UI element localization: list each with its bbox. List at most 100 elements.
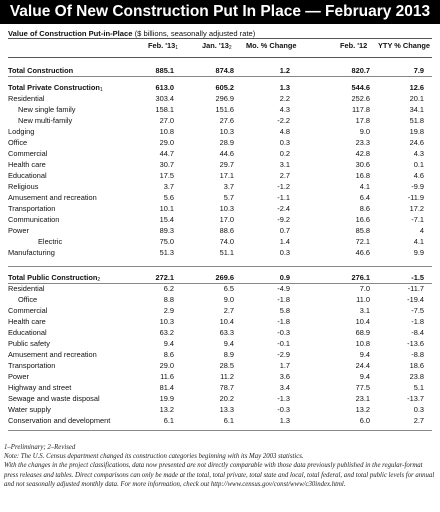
cell-jan13: 6.5 xyxy=(223,284,234,293)
footnote-legend: 1–Preliminary; 2–Revised xyxy=(4,444,76,451)
cell-mo-change: -1.3 xyxy=(277,394,290,403)
row-label: Residential xyxy=(8,284,45,293)
cell-yty-change: 24.6 xyxy=(409,138,424,147)
row-label: Office xyxy=(18,295,38,304)
header-bottom-rule xyxy=(8,57,432,58)
cell-jan13: 28.5 xyxy=(219,361,234,370)
cell-feb13: 63.2 xyxy=(159,328,174,337)
cell-jan13: 151.6 xyxy=(215,105,235,114)
table-row: Total Construction 885.1 874.8 1.2 820.7 7.9 xyxy=(0,65,440,76)
cell-feb13: 5.6 xyxy=(163,193,174,202)
cell-feb13: 6.1 xyxy=(163,416,174,425)
cell-feb12: 11.0 xyxy=(356,295,370,304)
cell-feb13: 885.1 xyxy=(155,66,175,75)
cell-feb13: 15.4 xyxy=(159,215,174,224)
cell-feb13: 8.6 xyxy=(163,350,174,359)
cell-yty-change: 34.1 xyxy=(409,105,424,114)
cell-mo-change: 0.2 xyxy=(279,149,290,158)
column-header-feb13: Feb. '131 xyxy=(148,41,179,51)
row-label: Health care xyxy=(8,160,46,169)
cell-feb13: 3.7 xyxy=(163,182,174,191)
cell-jan13: 10.4 xyxy=(219,317,234,326)
cell-jan13: 10.3 xyxy=(219,127,234,136)
cell-feb12: 13.2 xyxy=(355,405,370,414)
row-label: Residential xyxy=(8,94,45,103)
cell-jan13: 10.3 xyxy=(219,204,234,213)
cell-feb12: 117.8 xyxy=(352,105,370,114)
cell-yty-change: -8.8 xyxy=(411,350,424,359)
cell-yty-change: 0.1 xyxy=(413,160,424,169)
cell-feb12: 68.9 xyxy=(355,328,370,337)
cell-jan13: 29.7 xyxy=(219,160,234,169)
table-row: Educational 63.2 63.3 -0.3 68.9 -8.4 xyxy=(0,327,440,338)
cell-feb13: 13.2 xyxy=(159,405,174,414)
cell-feb13: 303.4 xyxy=(155,94,175,103)
cell-yty-change: 4 xyxy=(419,226,424,235)
cell-mo-change: 2.7 xyxy=(279,171,290,180)
cell-feb12: 30.6 xyxy=(355,160,370,169)
row-label: Religious xyxy=(8,182,39,191)
row-label: Water supply xyxy=(8,405,51,414)
column-header-feb12: Feb. '12 xyxy=(340,41,368,50)
row-label: Total Construction xyxy=(8,66,74,75)
cell-mo-change: 2.2 xyxy=(279,94,290,103)
cell-jan13: 269.6 xyxy=(215,273,235,282)
cell-mo-change: -1.8 xyxy=(277,317,290,326)
cell-feb13: 29.0 xyxy=(159,361,174,370)
cell-yty-change: -9.9 xyxy=(411,182,424,191)
row-label: Educational xyxy=(8,328,47,337)
cell-jan13: 74.0 xyxy=(219,237,234,246)
page-title: Value Of New Construction Put In Place —… xyxy=(0,0,440,24)
cell-mo-change: -1.8 xyxy=(277,295,290,304)
table-row: Office 29.0 28.9 0.3 23.3 24.6 xyxy=(0,137,440,148)
row-label: Manufacturing xyxy=(8,248,55,257)
row-label: Office xyxy=(8,138,28,147)
row-label: Transportation xyxy=(8,361,56,370)
cell-yty-change: 4.3 xyxy=(413,149,424,158)
cell-jan13: 13.3 xyxy=(219,405,234,414)
cell-mo-change: 4.8 xyxy=(279,127,290,136)
cell-feb13: 75.0 xyxy=(159,237,174,246)
cell-feb12: 16.8 xyxy=(355,171,370,180)
cell-mo-change: 4.3 xyxy=(279,105,290,114)
footnote-note: Note: The U.S. Census department changed… xyxy=(4,453,304,461)
cell-feb12: 23.1 xyxy=(355,394,370,403)
cell-mo-change: -0.3 xyxy=(277,405,290,414)
cell-feb12: 9.4 xyxy=(359,350,370,359)
cell-yty-change: 20.1 xyxy=(409,94,424,103)
cell-mo-change: -0.3 xyxy=(277,328,290,337)
row-label: New multi-family xyxy=(18,116,73,125)
cell-feb13: 272.1 xyxy=(155,273,175,282)
footnote-comparability: With the changes in the project classifi… xyxy=(4,462,435,488)
cell-mo-change: 1.4 xyxy=(279,237,290,246)
row-label: Public safety xyxy=(8,339,50,348)
row-label: Total Private Construction1 xyxy=(8,83,103,93)
cell-mo-change: 3.1 xyxy=(279,160,290,169)
cell-feb12: 46.6 xyxy=(355,248,370,257)
table-row: Amusement and recreation 5.6 5.7 -1.1 6.4 -11… xyxy=(0,192,440,203)
row-label: Conservation and development xyxy=(8,416,111,425)
cell-yty-change: 4.6 xyxy=(413,171,424,180)
cell-jan13: 9.4 xyxy=(223,339,234,348)
cell-yty-change: -1.8 xyxy=(411,317,424,326)
row-label: Highway and street xyxy=(8,383,72,392)
table-row: Water supply 13.2 13.3 -0.3 13.2 0.3 xyxy=(0,404,440,415)
row-label: Health care xyxy=(8,317,46,326)
cell-jan13: 605.2 xyxy=(215,83,235,92)
table-row: Power 89.3 88.6 0.7 85.8 4 xyxy=(0,225,440,236)
cell-mo-change: 3.6 xyxy=(279,372,290,381)
cell-feb13: 17.5 xyxy=(159,171,174,180)
cell-jan13: 44.6 xyxy=(219,149,234,158)
table-row: Total Public Construction2 272.1 269.6 0.9 2… xyxy=(0,272,440,283)
row-label: Power xyxy=(8,372,29,381)
column-header-jan13: Jan. '132 xyxy=(202,41,232,51)
cell-feb13: 89.3 xyxy=(159,226,174,235)
cell-feb12: 252.6 xyxy=(351,94,371,103)
cell-mo-change: -2.2 xyxy=(277,116,290,125)
cell-jan13: 8.9 xyxy=(223,350,234,359)
cell-jan13: 78.7 xyxy=(219,383,234,392)
cell-jan13: 20.2 xyxy=(219,394,234,403)
cell-yty-change: 17.2 xyxy=(409,204,424,213)
cell-feb13: 613.0 xyxy=(155,83,175,92)
cell-yty-change: -13.6 xyxy=(407,339,424,348)
